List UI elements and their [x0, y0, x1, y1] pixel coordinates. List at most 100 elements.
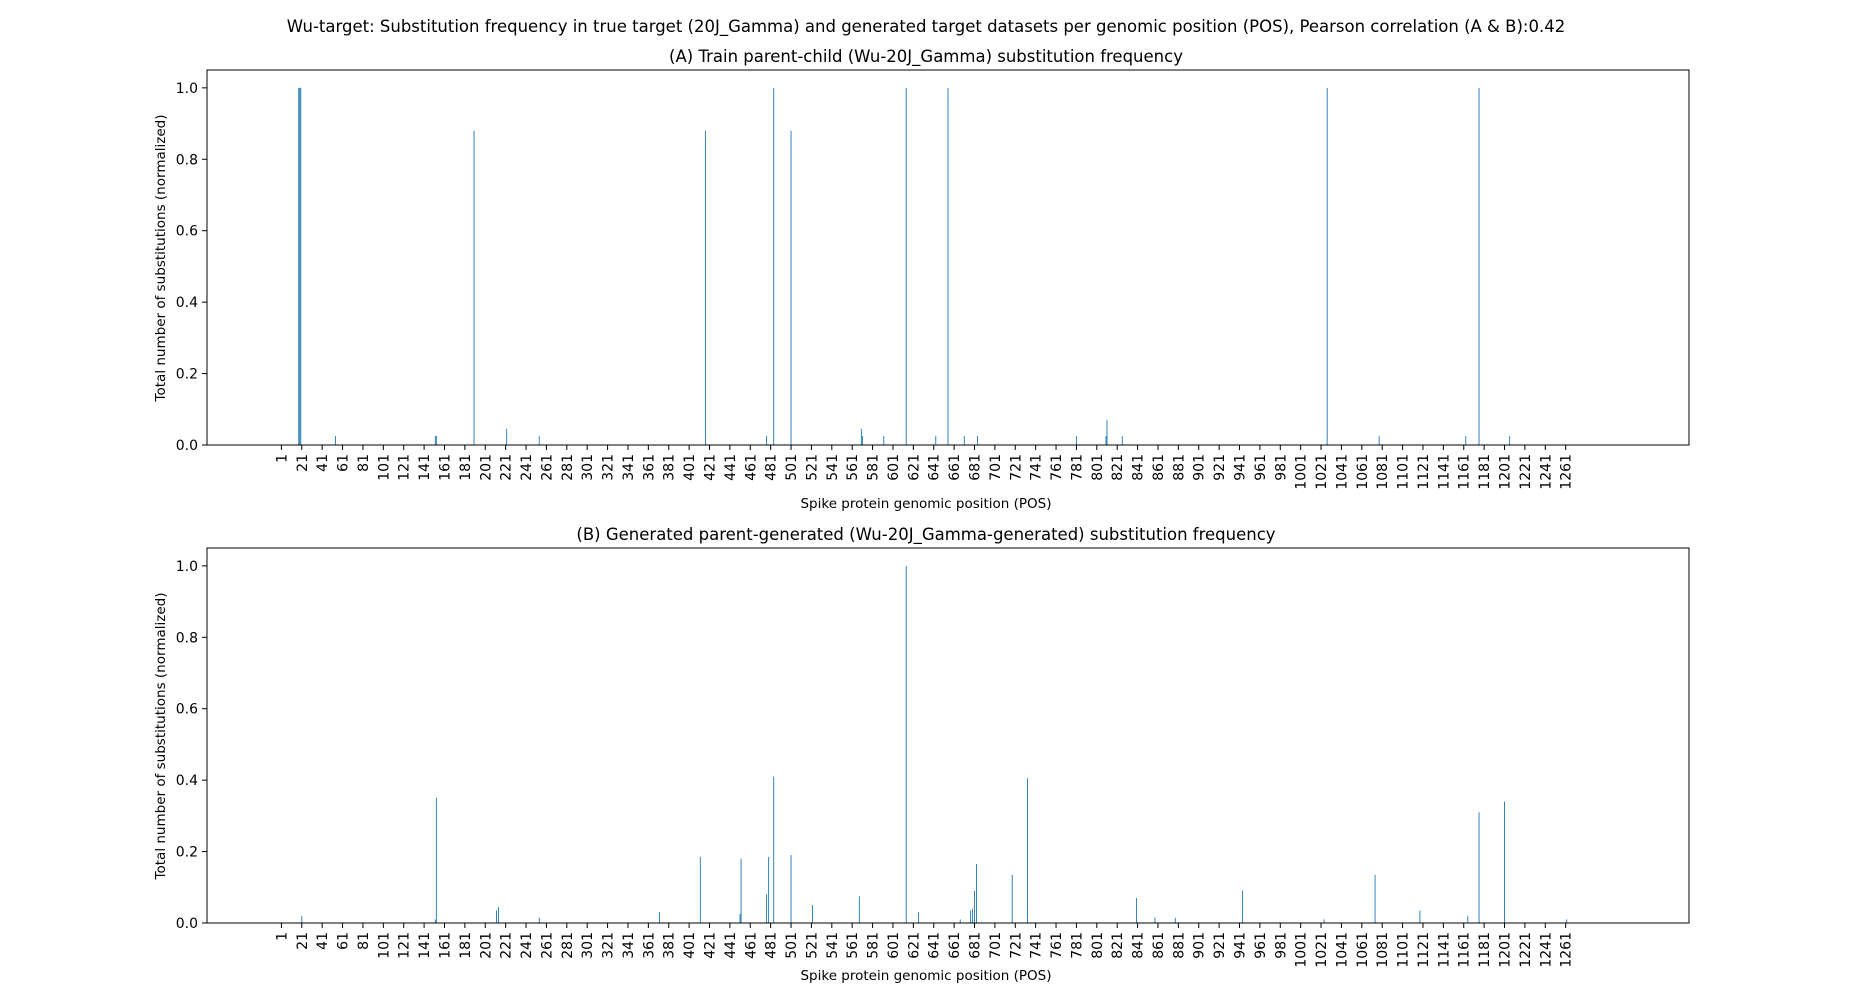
panel-b-bar	[498, 906, 499, 923]
panel-b-bar	[1504, 801, 1505, 923]
panel-b-x-tick-label: 621	[906, 932, 922, 959]
panel-a-x-tick-label: 1161	[1457, 454, 1473, 490]
panel-a-x-tick-label: 41	[315, 454, 331, 472]
panel-b-bar	[969, 910, 971, 923]
panel-b-y-tick-label: 0.6	[176, 702, 198, 718]
panel-a-bar	[1509, 436, 1511, 445]
panel-b-x-tick-label: 1141	[1436, 932, 1452, 968]
panel-b-x-tick-label: 481	[764, 932, 780, 959]
panel-b-bar	[1027, 778, 1028, 923]
panel-a-bars	[298, 87, 1511, 446]
panel-a-x-tick-label: 921	[1212, 454, 1228, 481]
panel-b-bar	[811, 905, 813, 923]
panel-a-x-tick-label: 941	[1233, 454, 1249, 481]
panel-a-bar	[947, 87, 949, 446]
panel-a-xlabel: Spike protein genomic position (POS)	[800, 496, 1051, 512]
panel-a-bar	[298, 87, 300, 446]
panel-b-x-tick-label: 641	[927, 932, 943, 959]
panel-b-bar	[1323, 919, 1325, 923]
panel-b-x-tick-label: 1161	[1457, 932, 1473, 968]
panel-b-bar	[1419, 910, 1421, 923]
panel-b-x-tick-label: 241	[519, 932, 535, 959]
panel-b-bar	[699, 856, 701, 923]
panel-a-x-tick-label: 1061	[1355, 454, 1371, 490]
panel-b-bar	[659, 912, 660, 923]
panel-a-bar	[935, 436, 937, 445]
panel-b-chart: (B) Generated parent-generated (Wu-20J_G…	[153, 525, 1690, 984]
panel-a-x-tick-label: 661	[947, 454, 963, 481]
panel-a-x-tick-label: 821	[1110, 454, 1126, 481]
panel-b-x-tick-label: 461	[743, 932, 759, 959]
panel-a-x-tick-label: 861	[1151, 454, 1167, 481]
panel-b-x-tick-label: 941	[1233, 932, 1249, 959]
panel-b-x-tick-label: 221	[499, 932, 515, 959]
panel-a-bar	[435, 436, 437, 445]
panel-a-x-tick-label: 201	[478, 454, 494, 481]
panel-b-bars	[301, 565, 1568, 923]
panel-b-x-tick-label: 1181	[1477, 932, 1493, 968]
panel-b-bar	[434, 919, 436, 923]
panel-a-x-tick-label: 721	[1008, 454, 1024, 481]
panel-b-bar	[858, 896, 860, 923]
panel-a-x-tick-label: 1001	[1294, 454, 1310, 490]
panel-b-x-tick-label: 581	[866, 932, 882, 959]
panel-b-bar	[766, 894, 768, 923]
panel-b-x-tick-label: 861	[1151, 932, 1167, 959]
panel-a-x-tick-label: 1	[274, 454, 290, 463]
panel-b-bar	[435, 798, 437, 923]
panel-a-bar	[883, 436, 885, 445]
panel-a-bar	[1105, 436, 1107, 445]
panel-b-bar	[768, 856, 770, 923]
panel-a-bar	[861, 436, 863, 445]
panel-b-x-tick-label: 281	[560, 932, 576, 959]
panel-a-bar	[1075, 436, 1077, 445]
panel-a-x-tick-label: 161	[437, 454, 453, 481]
panel-a-x-tick-label: 341	[621, 454, 637, 481]
panel-a-bar	[790, 130, 792, 445]
panel-b-x-tick-label: 381	[662, 932, 678, 959]
panel-a-bar	[506, 428, 508, 445]
panel-b-y-tick-label: 1.0	[176, 559, 198, 575]
panel-b-x-tick-label: 1041	[1334, 932, 1350, 968]
panel-b-title: (B) Generated parent-generated (Wu-20J_G…	[576, 525, 1275, 545]
panel-a-bar	[773, 87, 775, 446]
panel-b-x-tick-label: 1201	[1498, 932, 1514, 968]
panel-b-bar	[1174, 917, 1176, 923]
panel-a-x-tick-label: 441	[723, 454, 739, 481]
panel-b-x-tick-label: 1261	[1559, 932, 1575, 968]
panel-a-x-tick-label: 1121	[1416, 454, 1432, 490]
panel-a-x-tick-label: 1101	[1396, 454, 1412, 490]
panel-a-bar	[299, 87, 301, 446]
panel-b-bar	[1374, 874, 1376, 923]
panel-b-ylabel: Total number of substitutions (normalize…	[153, 593, 169, 881]
panel-b-bar	[976, 864, 977, 923]
panel-a-x-tick-label: 241	[519, 454, 535, 481]
panel-b-bar	[496, 910, 497, 923]
panel-a-x-tick-label: 981	[1273, 454, 1289, 481]
panel-b-x-tick-label: 61	[336, 932, 352, 950]
panel-b-x-tick-label: 1221	[1518, 932, 1534, 968]
panel-b-x-tick-label: 821	[1110, 932, 1126, 959]
panel-b-x-tick-label: 981	[1273, 932, 1289, 959]
panel-b-x-tick-label: 741	[1029, 932, 1045, 959]
panel-b-bar	[1136, 898, 1138, 923]
panel-b-x-tick-label: 1241	[1538, 932, 1554, 968]
panel-b-bar	[538, 917, 540, 923]
panel-b-y-tick-label: 0.8	[176, 630, 198, 646]
panel-b-x-tick-label: 21	[295, 932, 311, 950]
panel-a-y-tick-label: 0.0	[176, 438, 198, 454]
panel-a-x-tick-label: 841	[1131, 454, 1147, 481]
panel-a-bar	[334, 436, 336, 445]
panel-b-x-tick-label: 1121	[1416, 932, 1432, 968]
panel-b-x-tick-label: 1001	[1294, 932, 1310, 968]
panel-a-x-tick-label: 681	[968, 454, 984, 481]
panel-b-x-tick-label: 1061	[1355, 932, 1371, 968]
panel-b-bar	[1011, 874, 1013, 923]
panel-b-x-tick-label: 801	[1090, 932, 1106, 959]
panel-a-x-tick-label: 281	[560, 454, 576, 481]
panel-b-bar	[1242, 890, 1244, 923]
panel-a-x-tick-label: 581	[866, 454, 882, 481]
panel-b-x-tick-label: 601	[886, 932, 902, 959]
panel-a-x-tick-label: 221	[499, 454, 515, 481]
panel-a-x-tick-label: 141	[417, 454, 433, 481]
